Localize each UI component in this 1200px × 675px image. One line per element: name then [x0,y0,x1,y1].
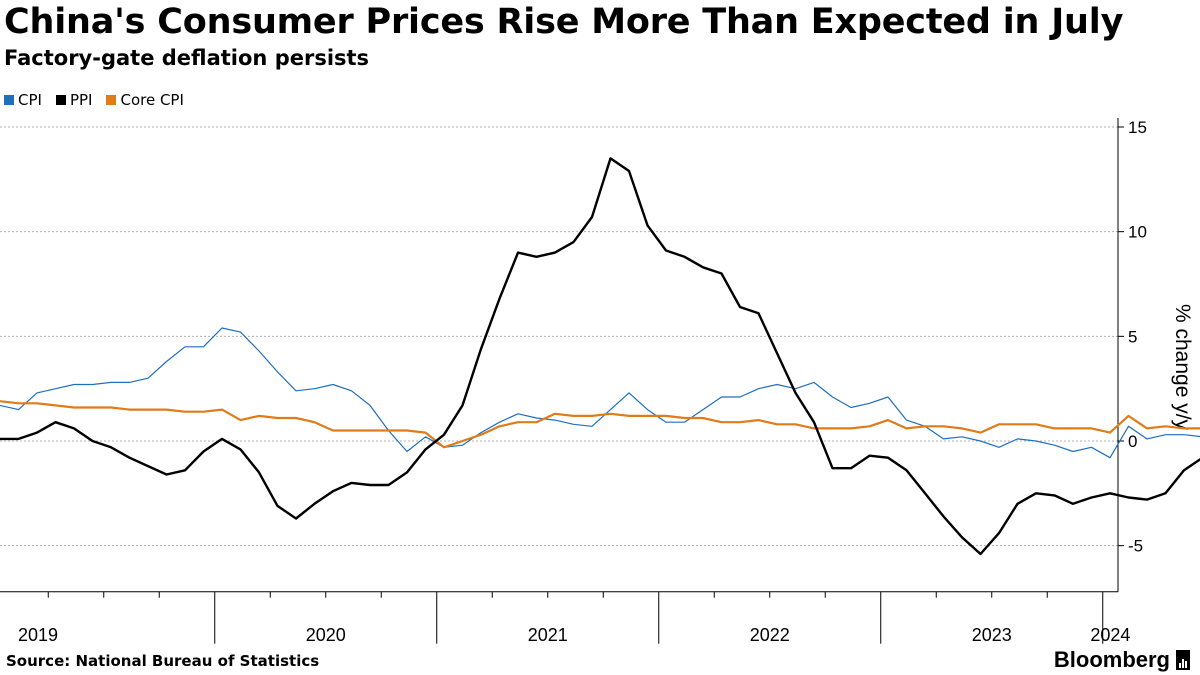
y-tick-label: 5 [1128,327,1137,346]
legend-label-core-cpi: Core CPI [120,91,184,109]
y-tick-label: 15 [1128,118,1147,137]
legend-item-core-cpi: Core CPI [106,91,184,109]
x-year-label: 2021 [528,625,568,645]
legend-item-cpi: CPI [4,91,42,109]
y-axis-label: % change y/y [1171,304,1194,431]
chart-subtitle: Factory-gate deflation persists [4,46,370,70]
chart-legend: CPI PPI Core CPI [4,91,184,109]
y-tick-label: 10 [1128,223,1147,242]
x-year-label: 2024 [1090,625,1130,645]
y-tick-label: 0 [1128,432,1137,451]
bloomberg-logo: Bloomberg [1054,647,1190,673]
x-year-label: 2019 [18,625,58,645]
terminal-icon [1176,650,1190,670]
legend-swatch-ppi [55,95,66,105]
legend-swatch-core-cpi [106,95,117,105]
legend-label-ppi: PPI [69,91,93,109]
brand-name: Bloomberg [1053,647,1170,672]
chart-title: China's Consumer Prices Rise More Than E… [4,2,1124,42]
legend-item-ppi: PPI [55,91,93,109]
x-year-label: 2020 [306,625,346,645]
series-line-cpi [0,327,1200,459]
legend-swatch-cpi [4,95,14,105]
series-line-ppi [0,157,1200,556]
source-note: Source: National Bureau of Statistics [6,652,320,670]
x-year-label: 2022 [750,625,790,645]
series-line-core-cpi [0,400,1200,449]
y-tick-label: -5 [1128,537,1143,556]
x-year-label: 2023 [972,625,1012,645]
legend-label-cpi: CPI [18,91,42,109]
